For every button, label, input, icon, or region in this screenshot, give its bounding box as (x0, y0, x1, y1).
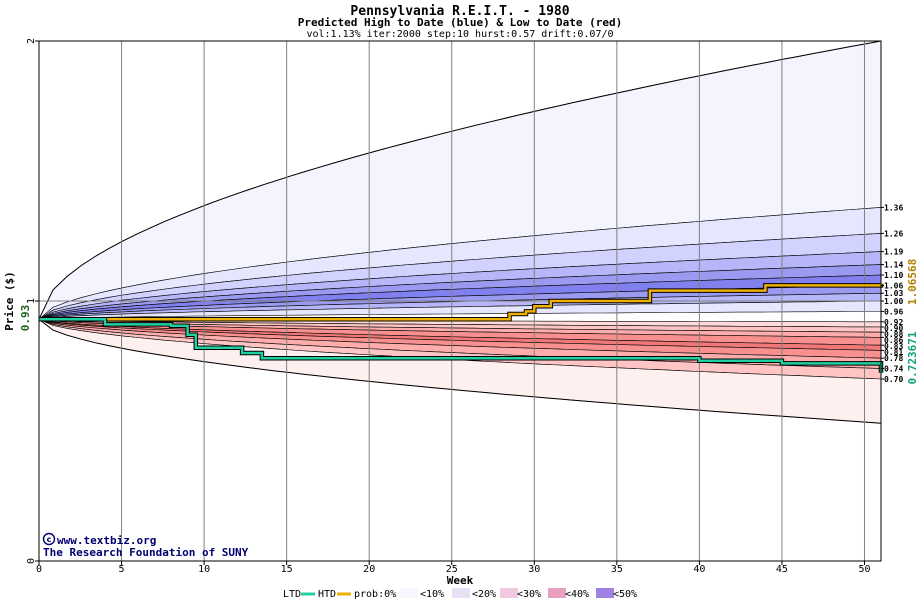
x-tick-label-4: 20 (363, 564, 375, 575)
start-price-label: 0.93 (19, 305, 32, 332)
right-label-0: 1.36 (884, 203, 903, 212)
x-tick-label-8: 40 (693, 564, 705, 575)
right-label-5: 1.06 (884, 281, 903, 290)
legend-htd-label: HTD (318, 589, 336, 600)
x-tick-label-3: 15 (281, 564, 293, 575)
right-label-14: 0.81 (884, 348, 903, 357)
copyright-icon (42, 532, 56, 546)
legend-swatch-40 (596, 588, 614, 598)
legend-swatch-20 (500, 588, 518, 598)
legend-bin-30: <30% (517, 589, 541, 600)
legend-prob-label: prob:0% (354, 589, 396, 600)
chart-params: vol:1.13% iter:2000 step:10 hurst:0.57 d… (306, 29, 613, 40)
right-level-labels: 1.36 1.26 1.19 1.141.101.061.031.000.96 0.92… (881, 203, 903, 384)
x-tick-label-5: 25 (446, 564, 458, 575)
legend-bin-10: <10% (420, 589, 444, 600)
y-tick-label-1: 1 (26, 298, 37, 304)
y-axis-ticks: 0 1 2 (26, 38, 39, 564)
lower-envelope (38, 318, 882, 424)
x-tick-label-1: 5 (119, 564, 125, 575)
right-label-13: 0.83 (884, 342, 903, 351)
copyright-c: c (47, 535, 52, 544)
right-label-7: 1.00 (884, 297, 903, 306)
ltd-end-label: 0.723671 (906, 331, 919, 384)
legend-bin-20: <20% (472, 589, 496, 600)
x-axis-ticks: 0 5 10 15 20 25 30 35 40 45 50 (36, 561, 871, 575)
htd-line (39, 283, 883, 321)
x-tick-label-7: 35 (611, 564, 623, 575)
right-label-17: 0.70 (884, 375, 903, 384)
right-label-12: 0.86 (884, 336, 903, 345)
htd-end-label: 1.06568 (906, 259, 919, 305)
y-tick-label-2: 2 (26, 38, 37, 44)
right-label-6: 1.03 (884, 289, 903, 298)
right-label-4: 1.10 (884, 271, 903, 280)
x-tick-label-10: 50 (858, 564, 870, 575)
right-label-1: 1.26 (884, 229, 903, 238)
upper-envelope (38, 40, 882, 320)
right-label-9: 0.92 (884, 318, 903, 327)
series-layer (39, 283, 884, 373)
legend-swatch-30 (548, 588, 566, 598)
right-label-11: 0.88 (884, 330, 903, 339)
credit-url: www.textbiz.org (57, 534, 156, 547)
x-axis-label: Week (447, 574, 474, 587)
y-tick-label-0: 0 (26, 558, 37, 564)
y-axis-label: Price ($) (3, 271, 16, 331)
legend-swatch-10 (452, 588, 470, 598)
right-label-16: 0.74 (884, 365, 903, 374)
right-label-15: 0.78 (884, 354, 903, 363)
ltd-line (39, 317, 883, 373)
x-tick-label-9: 45 (776, 564, 788, 575)
right-label-3: 1.14 (884, 261, 903, 270)
legend-bin-40: <40% (565, 589, 589, 600)
probability-bands (38, 40, 882, 424)
chart-subtitle: Predicted High to Date (blue) & Low to D… (298, 16, 623, 29)
right-label-2: 1.19 (884, 248, 903, 257)
x-tick-label-0: 0 (36, 564, 42, 575)
legend-ltd-label: LTD (283, 589, 301, 600)
x-tick-label-6: 30 (528, 564, 540, 575)
x-tick-label-2: 10 (198, 564, 210, 575)
credit: c www.textbiz.org The Research Foundatio… (42, 532, 249, 559)
legend-swatch-0 (400, 588, 418, 598)
right-label-8: 0.96 (884, 307, 903, 316)
credit-org: The Research Foundation of SUNY (43, 546, 249, 559)
chart-title: Pennsylvania R.E.I.T. - 1980 (350, 4, 569, 19)
legend: LTD HTD prob:0% <10% <20% <30% <40% <50% (283, 588, 637, 600)
right-label-10: 0.90 (884, 324, 903, 333)
legend-bin-50: <50% (613, 589, 637, 600)
